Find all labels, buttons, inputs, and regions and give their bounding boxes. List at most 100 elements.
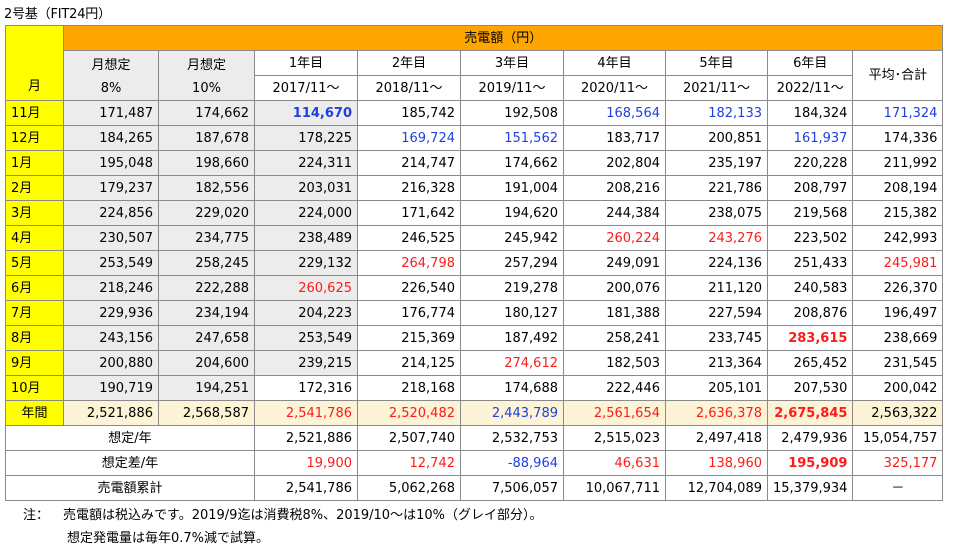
annual-value: 2,563,322 [852,400,944,426]
value-cell: 194,251 [158,375,255,401]
value-cell: 245,981 [852,250,944,276]
table-row: 5月 253,549 258,245 229,132 264,798 257,294 249… [5,250,944,276]
summary-value: 195,909 [766,450,854,476]
value-cell: 245,942 [460,225,564,251]
value-cell: 218,168 [357,375,461,401]
value-cell: 194,620 [460,200,564,226]
month-label: 8月 [5,325,64,351]
value-cell: 258,245 [158,250,255,276]
month-label: 2月 [5,175,64,201]
value-cell: 183,717 [563,125,666,151]
value-cell: 219,278 [460,275,564,301]
summary-value: － [852,475,944,501]
col-header-2: 1年目 [254,50,358,76]
value-cell: 222,288 [158,275,255,301]
value-cell: 239,215 [254,350,358,376]
value-cell: 204,223 [254,300,358,326]
value-cell: 174,336 [852,125,944,151]
value-cell: 229,020 [158,200,255,226]
value-cell: 226,540 [357,275,461,301]
value-cell: 253,549 [254,325,358,351]
value-cell: 249,091 [563,250,666,276]
value-cell: 168,564 [563,100,666,126]
value-cell: 187,678 [158,125,255,151]
table-row: 12月 184,265 187,678 178,225 169,724 151,562 18… [5,125,944,151]
value-cell: 204,600 [158,350,255,376]
value-cell: 174,688 [460,375,564,401]
value-cell: 190,719 [63,375,159,401]
summary-label: 売電額累計 [5,475,255,501]
group-header: 売電額（円） [62,25,944,51]
value-cell: 219,568 [766,200,854,226]
summary-row: 想定差/年 19,900 12,742 -88,964 46,631 138,960 195… [5,450,944,476]
value-cell: 224,856 [63,200,159,226]
value-cell: 198,660 [158,150,255,176]
value-cell: 208,194 [852,175,944,201]
value-cell: 161,937 [766,125,854,151]
value-cell: 207,530 [766,375,854,401]
value-cell: 203,031 [254,175,358,201]
col-header-line2: 8% [100,81,122,96]
value-cell: 244,384 [563,200,666,226]
table-row: 9月 200,880 204,600 239,215 214,125 274,612 182… [5,350,944,376]
month-label: 11月 [5,100,64,126]
value-cell: 179,237 [63,175,159,201]
table-row: 10月 190,719 194,251 172,316 218,168 174,688 22… [5,375,944,401]
value-cell: 240,583 [766,275,854,301]
table-row: 3月 224,856 229,020 224,000 171,642 194,620 244… [5,200,944,226]
summary-value: 15,379,934 [766,475,854,501]
annual-row: 年間 2,521,886 2,568,587 2,541,786 2,520,482 2,… [5,400,944,426]
value-cell: 211,992 [852,150,944,176]
table-row: 4月 230,507 234,775 238,489 246,525 245,942 260… [5,225,944,251]
value-cell: 260,625 [254,275,358,301]
annual-value: 2,636,378 [665,400,768,426]
value-cell: 178,225 [254,125,358,151]
value-cell: 231,545 [852,350,944,376]
summary-value: 2,532,753 [460,425,564,451]
value-cell: 182,556 [158,175,255,201]
col-header-period-3: 2018/11～ [357,75,461,101]
summary-value: 12,742 [357,450,461,476]
value-cell: 208,876 [766,300,854,326]
col-header-0: 月想定 8% [63,50,159,101]
month-label: 9月 [5,350,64,376]
summary-value: -88,964 [460,450,564,476]
col-header-line2: 10% [192,81,221,96]
value-cell: 223,502 [766,225,854,251]
value-cell: 251,433 [766,250,854,276]
value-cell: 184,265 [63,125,159,151]
value-cell: 200,076 [563,275,666,301]
value-cell: 185,742 [357,100,461,126]
annual-value: 2,561,654 [563,400,666,426]
value-cell: 246,525 [357,225,461,251]
summary-value: 2,541,786 [254,475,358,501]
value-cell: 171,642 [357,200,461,226]
month-label: 12月 [5,125,64,151]
value-cell: 184,324 [766,100,854,126]
summary-value: 19,900 [254,450,358,476]
value-cell: 230,507 [63,225,159,251]
avg-total-header: 平均･合計 [852,50,944,101]
value-cell: 243,276 [665,225,768,251]
value-cell: 211,120 [665,275,768,301]
value-cell: 221,786 [665,175,768,201]
annual-value: 2,568,587 [158,400,255,426]
value-cell: 229,936 [63,300,159,326]
summary-value: 2,521,886 [254,425,358,451]
summary-row: 売電額累計 2,541,786 5,062,268 7,506,057 10,067,7… [5,475,944,501]
month-label: 4月 [5,225,64,251]
col-header-6: 5年目 [665,50,768,76]
summary-value: 46,631 [563,450,666,476]
value-cell: 174,662 [460,150,564,176]
value-cell: 257,294 [460,250,564,276]
table-row: 7月 229,936 234,194 204,223 176,774 180,127 181… [5,300,944,326]
value-cell: 191,004 [460,175,564,201]
value-cell: 174,662 [158,100,255,126]
value-cell: 214,125 [357,350,461,376]
value-cell: 222,446 [563,375,666,401]
table-row: 11月 171,487 174,662 114,670 185,742 192,508 16… [5,100,944,126]
value-cell: 242,993 [852,225,944,251]
month-label: 7月 [5,300,64,326]
note-line-1: 注： 売電額は税込みです。2019/9迄は消費税8%、2019/10～は10%（グ… [23,504,542,523]
annual-value: 2,443,789 [460,400,564,426]
